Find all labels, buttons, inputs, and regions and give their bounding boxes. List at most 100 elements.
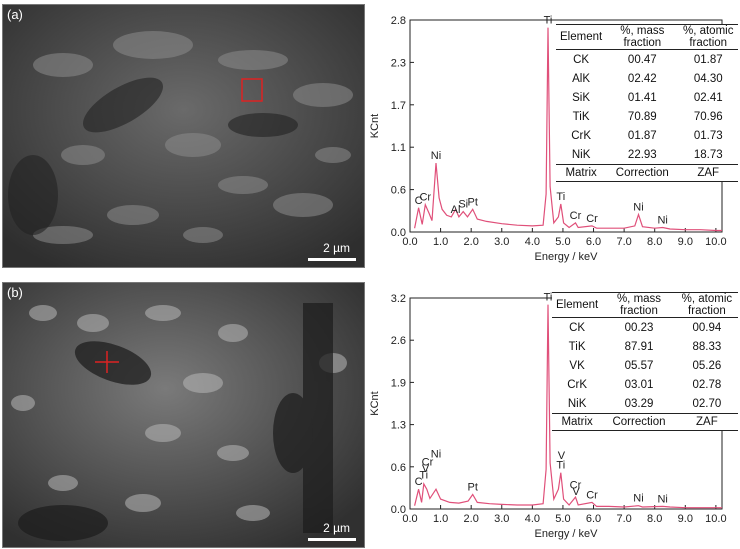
- scale-bar-a: [308, 258, 356, 261]
- table-footer-matrix: Matrix: [556, 164, 607, 182]
- x-tick-label: 5.0: [555, 236, 570, 248]
- table-header-element: Element: [560, 31, 603, 43]
- mass-fraction-cell: 01.87: [627, 129, 657, 142]
- panel-letter-b: (b): [7, 285, 23, 300]
- mass-fraction-cell: 87.91: [624, 340, 654, 353]
- x-tick-label: 8.0: [647, 513, 662, 525]
- table-row: TiK 87.91 88.33: [552, 337, 738, 356]
- composition-table-b: Element %, mass fraction %, atomic fract…: [552, 292, 738, 431]
- peak-label: Ni: [633, 493, 643, 505]
- x-tick-label: 3.0: [494, 513, 509, 525]
- eds-spectrum-a: 0.0 1.0 2.0 3.0 4.0 5.0 6.0 7.0 8.0 9.0 10.0 0.0 0.6…: [366, 0, 738, 272]
- peak-label: Ti: [556, 191, 565, 203]
- x-axis-label: Energy / keV: [535, 528, 599, 540]
- element-cell: CrK: [567, 378, 587, 391]
- table-row: VK 05.57 05.26: [552, 356, 738, 375]
- atomic-fraction-cell: 88.33: [692, 340, 722, 353]
- mass-fraction-cell: 00.23: [624, 321, 654, 334]
- x-tick-label: 8.0: [647, 236, 662, 248]
- peak-label: Ti: [544, 15, 553, 27]
- scale-bar-label-b: 2 µm: [323, 521, 350, 535]
- peak-label: Ti: [419, 470, 428, 482]
- y-tick-label: 1.1: [391, 142, 406, 154]
- peak-label: Ti: [556, 460, 565, 472]
- x-axis-label: Energy / keV: [535, 251, 599, 263]
- y-tick-label: 0.0: [391, 227, 406, 239]
- y-axis-label: KCnt: [369, 391, 381, 415]
- table-row: NiK 03.29 02.70: [552, 394, 738, 414]
- atomic-fraction-cell: 02.70: [692, 397, 722, 410]
- element-cell: CrK: [571, 129, 591, 142]
- atomic-fraction-cell: 01.73: [693, 129, 723, 142]
- peak-label: Pt: [468, 196, 478, 208]
- peak-label: V: [422, 463, 430, 475]
- mass-fraction-cell: 05.57: [624, 359, 654, 372]
- spectrum-line: [414, 27, 722, 232]
- table-footer-matrix: Matrix: [552, 413, 603, 431]
- y-tick-label: 0.6: [391, 462, 406, 474]
- analysis-area-marker: [241, 78, 263, 102]
- y-tick-label: 1.7: [391, 100, 406, 112]
- scale-bar-b: [308, 538, 356, 541]
- y-tick-label: 0.6: [391, 185, 406, 197]
- element-cell: AlK: [572, 72, 591, 85]
- element-cell: CK: [573, 53, 590, 66]
- x-tick-label: 3.0: [494, 236, 509, 248]
- peak-label: C: [415, 476, 423, 488]
- y-tick-label: 1.9: [391, 377, 406, 389]
- table-row: CK 00.47 01.87: [556, 50, 738, 70]
- table-row: NiK 22.93 18.73: [556, 145, 738, 165]
- mass-fraction-cell: 03.29: [624, 397, 654, 410]
- spectrum-line: [414, 304, 722, 509]
- x-tick-label: 10.0: [705, 513, 726, 525]
- y-tick-label: 2.8: [391, 15, 406, 27]
- atomic-fraction-cell: 02.78: [692, 378, 722, 391]
- x-tick-label: 6.0: [586, 513, 601, 525]
- scale-bar-label-a: 2 µm: [323, 241, 350, 255]
- eds-chart-b: 0.0 1.0 2.0 3.0 4.0 5.0 6.0 7.0 8.0 9.0 10.0 0.0 0.6…: [369, 292, 727, 540]
- x-tick-label: 7.0: [616, 236, 631, 248]
- peak-label: Cr: [570, 210, 582, 222]
- table-row: AlK 02.42 04.30: [556, 69, 738, 88]
- x-tick-label: 5.0: [555, 513, 570, 525]
- mass-fraction-cell: 22.93: [627, 148, 657, 161]
- atomic-fraction-cell: 04.30: [693, 72, 723, 85]
- y-tick-label: 2.6: [391, 335, 406, 347]
- y-tick-label: 3.2: [391, 293, 406, 305]
- x-tick-label: 9.0: [678, 513, 693, 525]
- x-tick-label: 2.0: [464, 236, 479, 248]
- peak-label: Ni: [657, 493, 667, 505]
- y-tick-label: 1.3: [391, 420, 406, 432]
- sem-texture-b: [3, 283, 364, 547]
- table-footer-zaf: ZAF: [675, 413, 738, 431]
- element-cell: VK: [569, 359, 585, 372]
- atomic-fraction-cell: 01.87: [693, 53, 723, 66]
- peak-label: Al: [451, 204, 461, 216]
- peak-label: Cr: [422, 456, 434, 468]
- element-cell: TiK: [572, 110, 590, 123]
- table-footer-correction: Correction: [602, 413, 676, 431]
- peak-label: Ni: [657, 214, 667, 226]
- eds-chart-a: 0.0 1.0 2.0 3.0 4.0 5.0 6.0 7.0 8.0 9.0 10.0 0.0 0.6…: [369, 15, 727, 263]
- table-header-atomic: %, atomic fraction: [682, 25, 734, 49]
- x-tick-label: 1.0: [433, 236, 448, 248]
- atomic-fraction-cell: 70.96: [693, 110, 723, 123]
- peak-label: Pt: [468, 481, 478, 493]
- y-tick-label: 2.3: [391, 57, 406, 69]
- sem-image-b: (b) 2 µm: [2, 282, 365, 548]
- element-cell: SiK: [572, 91, 591, 104]
- x-tick-label: 1.0: [433, 513, 448, 525]
- peak-label: Cr: [586, 489, 598, 501]
- atomic-fraction-cell: 00.94: [692, 321, 722, 334]
- table-row: TiK 70.89 70.96: [556, 107, 738, 126]
- element-cell: TiK: [568, 340, 586, 353]
- peak-label: C: [415, 195, 423, 207]
- x-tick-label: 0.0: [402, 236, 417, 248]
- peak-label: Cr: [419, 192, 431, 204]
- sem-texture-a: [3, 5, 364, 267]
- y-tick-label: 0.0: [391, 504, 406, 516]
- peak-label: Ni: [431, 449, 441, 461]
- peak-label: Cr: [570, 480, 582, 492]
- element-cell: CK: [569, 321, 586, 334]
- mass-fraction-cell: 01.41: [627, 91, 657, 104]
